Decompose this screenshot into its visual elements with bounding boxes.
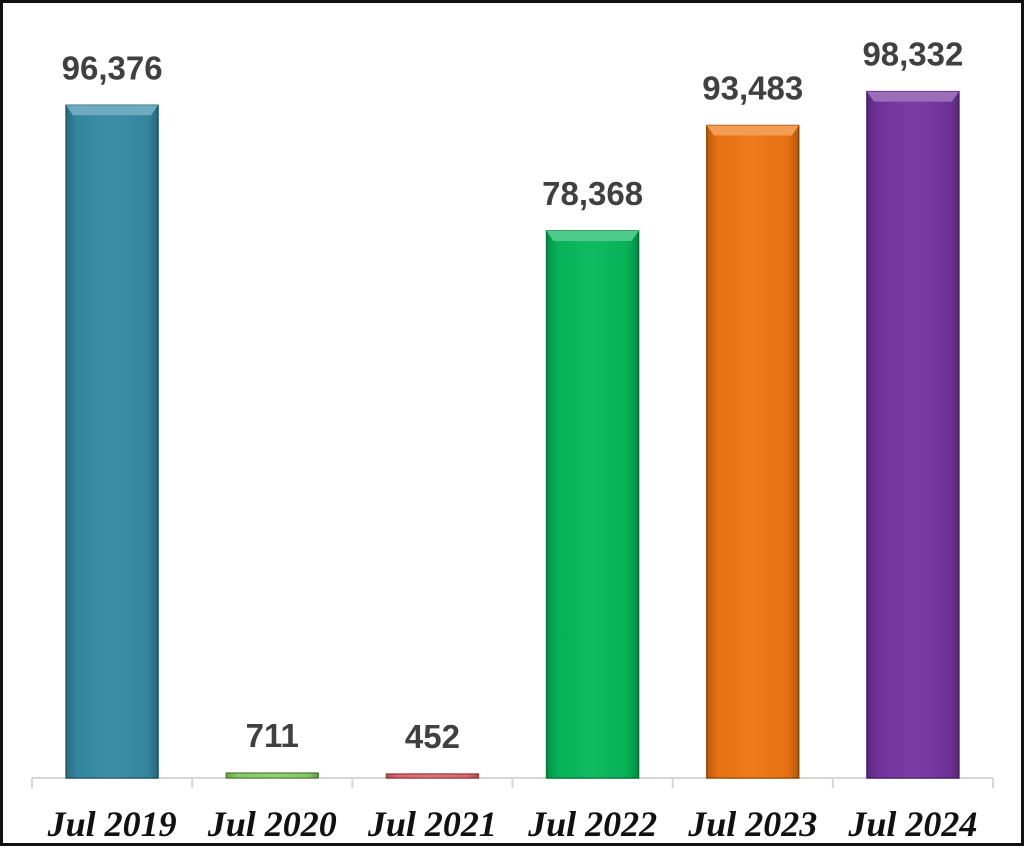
category-labels: Jul 2019 Jul 2020 Jul 2021 Jul 2022 Jul 2023… (47, 804, 978, 844)
x-tick-label: Jul 2021 (367, 804, 497, 844)
bar-value-label: 96,376 (62, 49, 163, 86)
x-tick-label: Jul 2022 (527, 804, 657, 844)
bar (706, 124, 800, 779)
bar-value-label: 98,332 (862, 36, 963, 73)
value-labels: 96,376 711 452 78,368 93,483 98,332 (62, 36, 964, 755)
bar (65, 104, 159, 779)
x-tick-label: Jul 2024 (847, 804, 977, 844)
bar (545, 230, 640, 779)
bar-series (65, 90, 960, 779)
bar (385, 773, 480, 779)
bar (225, 772, 319, 779)
x-tick-label: Jul 2023 (687, 804, 817, 844)
bar (866, 90, 960, 779)
bar-value-label: 78,368 (542, 175, 643, 212)
x-tick-label: Jul 2020 (207, 804, 337, 844)
bar-value-label: 452 (405, 718, 460, 755)
bar-value-label: 711 (246, 717, 299, 754)
bar-value-label: 93,483 (702, 69, 803, 106)
x-tick-label: Jul 2019 (47, 804, 177, 844)
x-axis-ticks (31, 778, 994, 788)
